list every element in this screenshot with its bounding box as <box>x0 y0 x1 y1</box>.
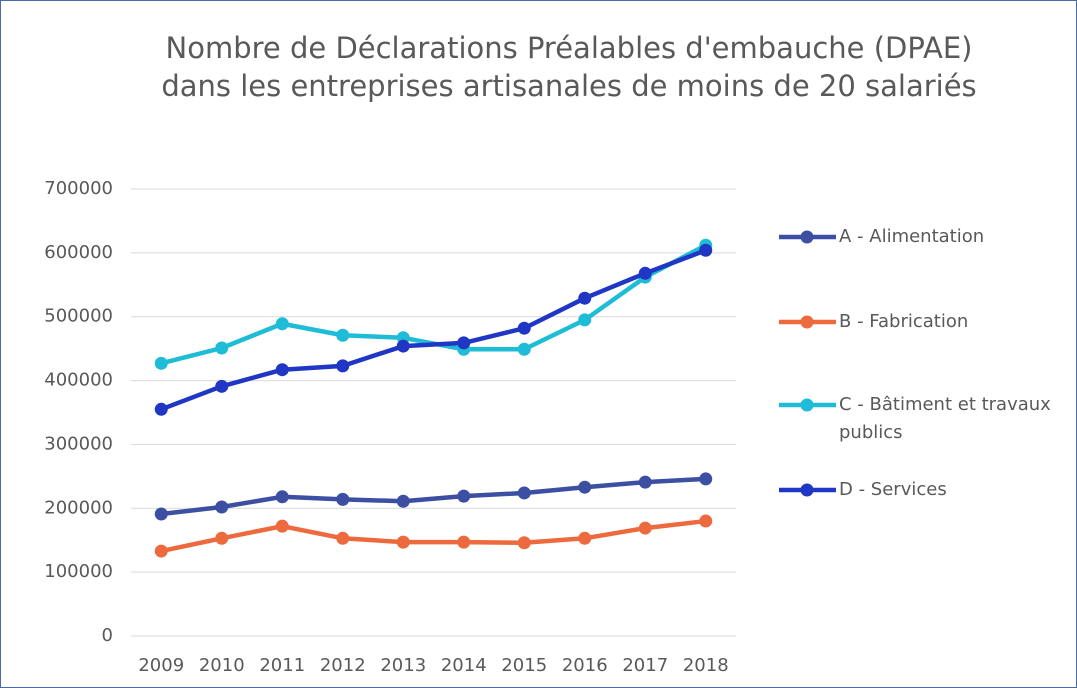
data-point <box>215 379 229 393</box>
x-tick-label: 2017 <box>622 655 668 676</box>
legend-marker <box>800 483 814 497</box>
x-tick-label: 2009 <box>138 655 184 676</box>
data-point <box>578 291 592 305</box>
data-point <box>336 531 350 545</box>
data-point <box>699 472 713 486</box>
y-tick-label: 700000 <box>44 178 113 199</box>
data-point <box>638 475 652 489</box>
data-point <box>336 328 350 342</box>
x-tick-label: 2010 <box>199 655 245 676</box>
y-tick-label: 200000 <box>44 497 113 518</box>
data-point <box>396 494 410 508</box>
x-tick-label: 2013 <box>380 655 426 676</box>
data-point <box>638 266 652 280</box>
y-tick-label: 0 <box>102 625 113 646</box>
data-point <box>457 336 471 350</box>
data-point <box>154 402 168 416</box>
data-point <box>578 531 592 545</box>
legend-marker <box>800 315 814 329</box>
legend-label: B - Fabrication <box>839 311 969 332</box>
data-point <box>336 359 350 373</box>
data-point <box>517 486 531 500</box>
data-point <box>517 321 531 335</box>
data-point <box>215 500 229 514</box>
data-point <box>275 519 289 533</box>
x-tick-label: 2011 <box>259 655 305 676</box>
x-tick-label: 2018 <box>683 655 729 676</box>
data-point <box>517 536 531 550</box>
data-point <box>396 339 410 353</box>
data-point <box>578 480 592 494</box>
data-point <box>275 490 289 504</box>
data-point <box>154 507 168 521</box>
data-point <box>457 489 471 503</box>
chart-title: Nombre de Déclarations Préalables d'emba… <box>161 31 977 103</box>
legend-label: C - Bâtiment et travaux publics <box>839 394 1051 443</box>
y-tick-label: 100000 <box>44 561 113 582</box>
legend-marker <box>800 398 814 412</box>
data-point <box>457 535 471 549</box>
series-line <box>160 476 706 517</box>
legend-label: D - Services <box>839 479 947 500</box>
x-tick-label: 2016 <box>562 655 608 676</box>
data-point <box>154 544 168 558</box>
legend-label: A - Alimentation <box>839 226 985 247</box>
data-point <box>275 317 289 331</box>
x-tick-label: 2015 <box>501 655 547 676</box>
y-tick-label: 500000 <box>44 306 113 327</box>
y-tick-label: 300000 <box>44 433 113 454</box>
data-point <box>275 363 289 377</box>
data-point <box>336 492 350 506</box>
data-point <box>638 521 652 535</box>
data-point <box>154 356 168 370</box>
data-point <box>396 535 410 549</box>
data-point <box>517 342 531 356</box>
x-tick-label: 2012 <box>320 655 366 676</box>
y-tick-label: 400000 <box>44 370 113 391</box>
legend-marker <box>800 230 814 244</box>
data-point <box>215 531 229 545</box>
data-point <box>699 514 713 528</box>
data-point <box>699 243 713 257</box>
y-tick-label: 600000 <box>44 242 113 263</box>
series-line <box>160 248 707 412</box>
data-point <box>578 313 592 327</box>
x-tick-label: 2014 <box>441 655 487 676</box>
data-point <box>215 341 229 355</box>
series-line <box>160 518 707 554</box>
